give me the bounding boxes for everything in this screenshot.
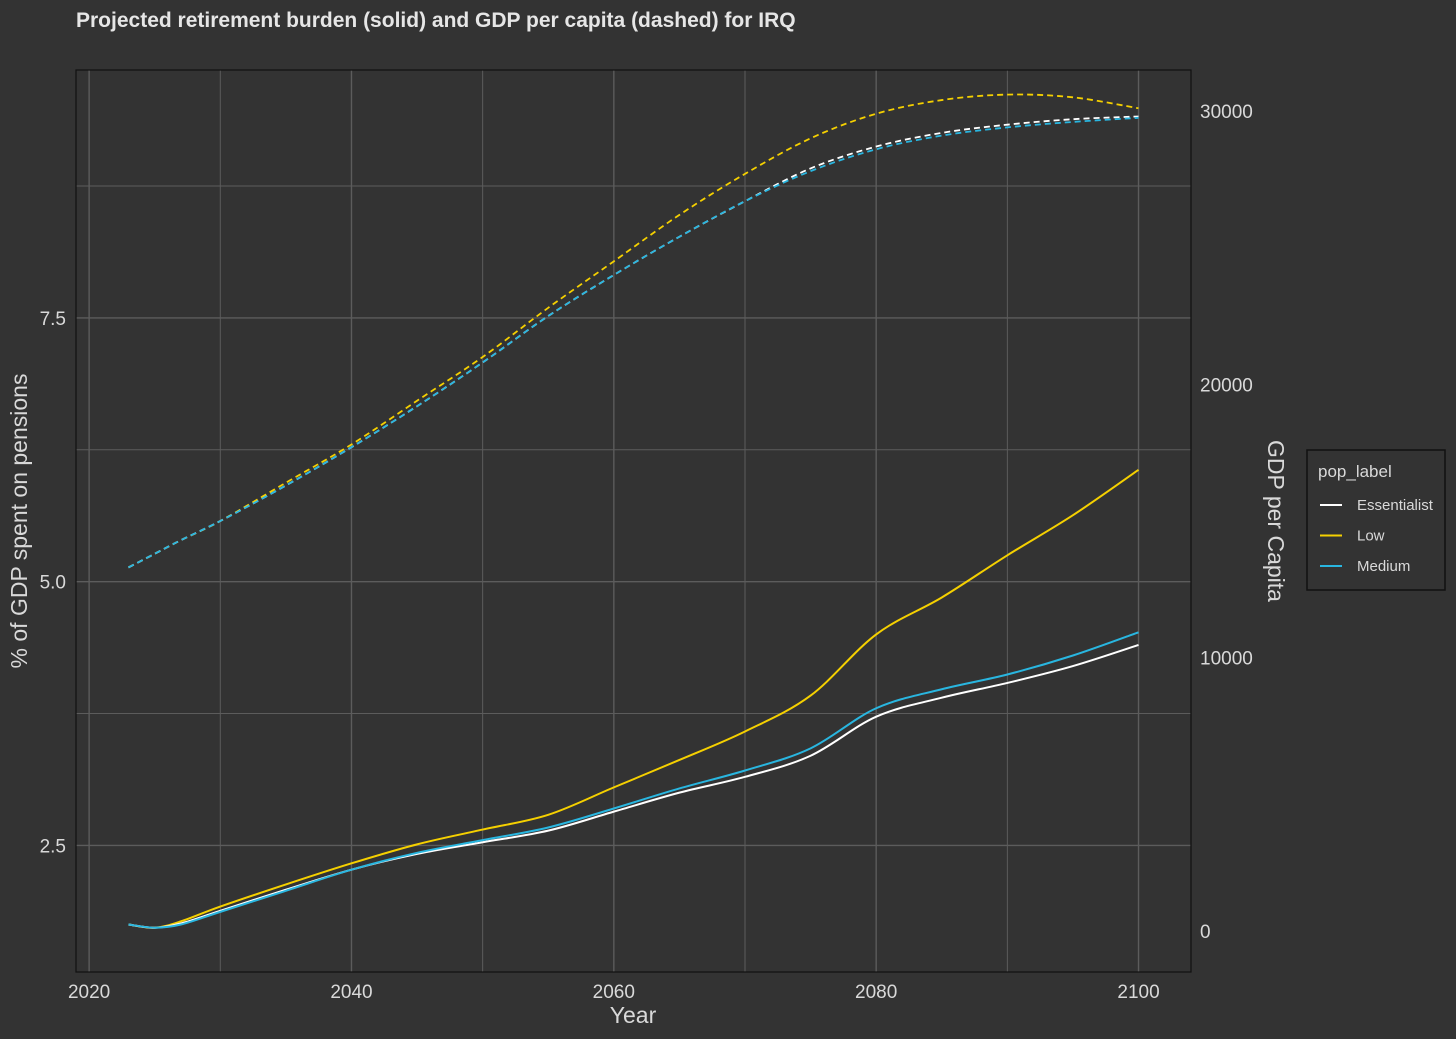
y-tick-label: 7.5 <box>40 309 66 330</box>
y-tick-label: 2.5 <box>40 836 66 857</box>
pension-line-essentialist <box>128 644 1139 929</box>
y2-tick-label: 10000 <box>1200 649 1253 670</box>
x-tick-label: 2080 <box>855 982 897 1003</box>
legend-label-essentialist: Essentialist <box>1357 497 1434 514</box>
x-tick-label: 2100 <box>1117 982 1159 1003</box>
legend-label-medium: Medium <box>1357 558 1410 575</box>
tick-layer: 2020 2040 2060 2080 2100 2.5 5.0 7.5 0 10000 20000… <box>40 102 1253 1003</box>
legend-entries: Essentialist Low Medium <box>1320 497 1434 575</box>
x-tick-label: 2020 <box>68 982 110 1003</box>
y-axis-title: % of GDP spent on pensions <box>6 374 32 669</box>
x-tick-label: 2040 <box>330 982 372 1003</box>
y2-tick-label: 30000 <box>1200 102 1253 123</box>
y-tick-label: 5.0 <box>40 573 66 594</box>
pension-line-low <box>128 469 1140 929</box>
y2-tick-label: 0 <box>1200 922 1211 943</box>
x-axis-title: Year <box>610 1002 657 1028</box>
legend: pop_label Essentialist Low Medium <box>1306 449 1446 591</box>
legend-label-low: Low <box>1357 528 1385 545</box>
legend-title: pop_label <box>1318 462 1392 481</box>
series-layer <box>128 93 1140 929</box>
y2-tick-label: 20000 <box>1200 375 1253 396</box>
plot-border <box>75 69 1192 973</box>
x-tick-label: 2060 <box>593 982 635 1003</box>
chart-title: Projected retirement burden (solid) and … <box>76 9 796 32</box>
grid-layer <box>76 70 1191 972</box>
y2-axis-title: GDP per Capita <box>1263 440 1289 602</box>
gdp-line-medium <box>128 116 1139 569</box>
pension-line-medium <box>128 631 1139 929</box>
